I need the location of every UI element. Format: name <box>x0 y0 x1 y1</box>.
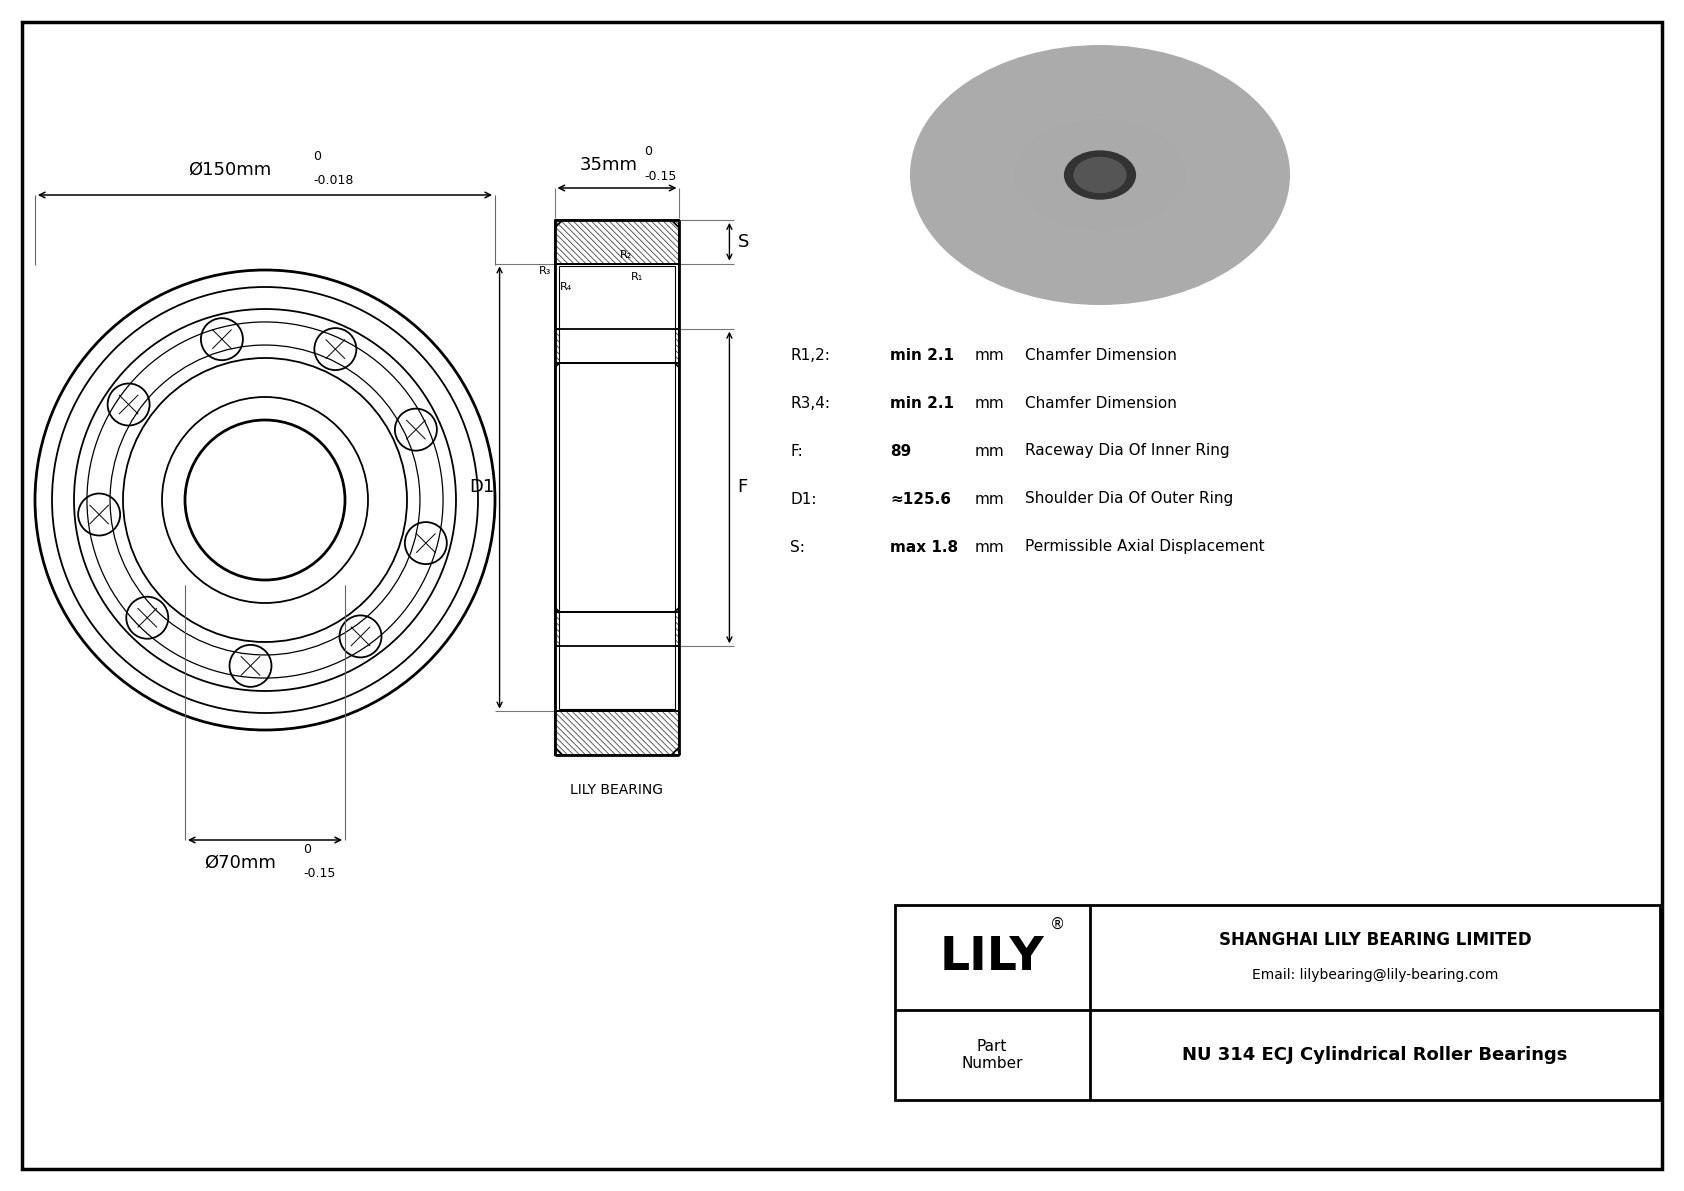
Text: Email: lilybearing@lily-bearing.com: Email: lilybearing@lily-bearing.com <box>1251 968 1499 983</box>
Text: R₂: R₂ <box>620 249 632 260</box>
Text: Chamfer Dimension: Chamfer Dimension <box>1026 395 1177 411</box>
Bar <box>554 711 679 755</box>
Bar <box>554 612 679 647</box>
Bar <box>894 905 1660 1100</box>
Text: Ø150mm: Ø150mm <box>189 161 271 179</box>
Ellipse shape <box>1064 150 1137 200</box>
Bar <box>554 263 679 711</box>
Text: R1,2:: R1,2: <box>790 348 830 362</box>
Text: R₁: R₁ <box>632 272 643 281</box>
Text: Permissible Axial Displacement: Permissible Axial Displacement <box>1026 540 1265 555</box>
Text: Shoulder Dia Of Outer Ring: Shoulder Dia Of Outer Ring <box>1026 492 1233 506</box>
Text: Ø70mm: Ø70mm <box>204 854 276 872</box>
Text: SHANGHAI LILY BEARING LIMITED: SHANGHAI LILY BEARING LIMITED <box>1219 930 1531 949</box>
Bar <box>554 612 679 647</box>
Text: F: F <box>738 479 748 497</box>
Text: min 2.1: min 2.1 <box>891 348 955 362</box>
Bar <box>554 220 679 263</box>
Text: ®: ® <box>1051 916 1066 931</box>
Bar <box>554 711 679 755</box>
Text: D1: D1 <box>470 479 495 497</box>
Text: S:: S: <box>790 540 805 555</box>
Text: mm: mm <box>975 492 1005 506</box>
Text: LILY BEARING: LILY BEARING <box>571 782 663 797</box>
Ellipse shape <box>1014 120 1186 230</box>
Text: R₃: R₃ <box>539 266 552 275</box>
Text: ≈125.6: ≈125.6 <box>891 492 951 506</box>
Text: min 2.1: min 2.1 <box>891 395 955 411</box>
Text: 89: 89 <box>891 443 911 459</box>
Text: -0.018: -0.018 <box>313 174 354 187</box>
Bar <box>554 220 679 263</box>
Text: 0: 0 <box>313 150 322 163</box>
Bar <box>559 266 675 710</box>
Bar <box>554 329 679 363</box>
Text: S: S <box>738 232 749 251</box>
Text: mm: mm <box>975 540 1005 555</box>
Text: -0.15: -0.15 <box>303 867 335 880</box>
Text: D1:: D1: <box>790 492 817 506</box>
Text: Chamfer Dimension: Chamfer Dimension <box>1026 348 1177 362</box>
Ellipse shape <box>909 45 1290 305</box>
Text: max 1.8: max 1.8 <box>891 540 958 555</box>
Text: Part
Number: Part Number <box>962 1039 1022 1071</box>
Text: -0.15: -0.15 <box>643 170 677 183</box>
Text: R₄: R₄ <box>559 281 573 292</box>
Text: 0: 0 <box>303 843 312 856</box>
Text: mm: mm <box>975 348 1005 362</box>
Text: Raceway Dia Of Inner Ring: Raceway Dia Of Inner Ring <box>1026 443 1229 459</box>
Text: 35mm: 35mm <box>579 156 638 174</box>
Ellipse shape <box>1073 157 1127 193</box>
Text: NU 314 ECJ Cylindrical Roller Bearings: NU 314 ECJ Cylindrical Roller Bearings <box>1182 1046 1568 1064</box>
Bar <box>554 329 679 363</box>
Text: mm: mm <box>975 395 1005 411</box>
Bar <box>554 329 679 647</box>
Text: mm: mm <box>975 443 1005 459</box>
Text: F:: F: <box>790 443 803 459</box>
Text: LILY: LILY <box>940 935 1044 980</box>
Text: R3,4:: R3,4: <box>790 395 830 411</box>
Text: 0: 0 <box>643 145 652 158</box>
